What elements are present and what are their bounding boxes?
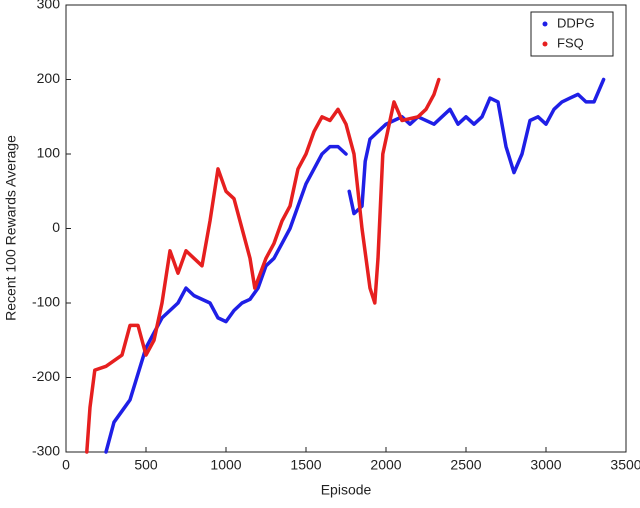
x-tick-label: 2000 (370, 457, 401, 473)
legend-label: FSQ (557, 35, 584, 50)
legend-box (530, 11, 614, 57)
y-tick-label: 0 (52, 219, 60, 235)
x-tick-label: 3000 (530, 457, 561, 473)
y-tick-label: -200 (32, 368, 60, 384)
y-tick-label: 300 (37, 0, 61, 12)
y-tick-label: 200 (37, 70, 61, 86)
legend-label: DDPG (557, 15, 595, 30)
series-line (85, 77, 441, 454)
x-axis-label: Episode (321, 482, 372, 498)
series-line (104, 77, 606, 454)
y-tick-label: -100 (32, 294, 60, 310)
x-tick-label: 500 (134, 457, 158, 473)
x-tick-label: 0 (62, 457, 70, 473)
plot-frame (65, 4, 627, 453)
x-tick-label: 2500 (450, 457, 481, 473)
x-tick-label: 1500 (290, 457, 321, 473)
y-tick-label: 100 (37, 145, 61, 161)
y-tick-label: -300 (32, 443, 60, 459)
y-axis-label: Recent 100 Rewards Average (3, 135, 19, 321)
legend-marker (542, 21, 548, 27)
x-tick-label: 1000 (210, 457, 241, 473)
x-tick-label: 3500 (610, 457, 640, 473)
legend-marker (542, 41, 548, 47)
